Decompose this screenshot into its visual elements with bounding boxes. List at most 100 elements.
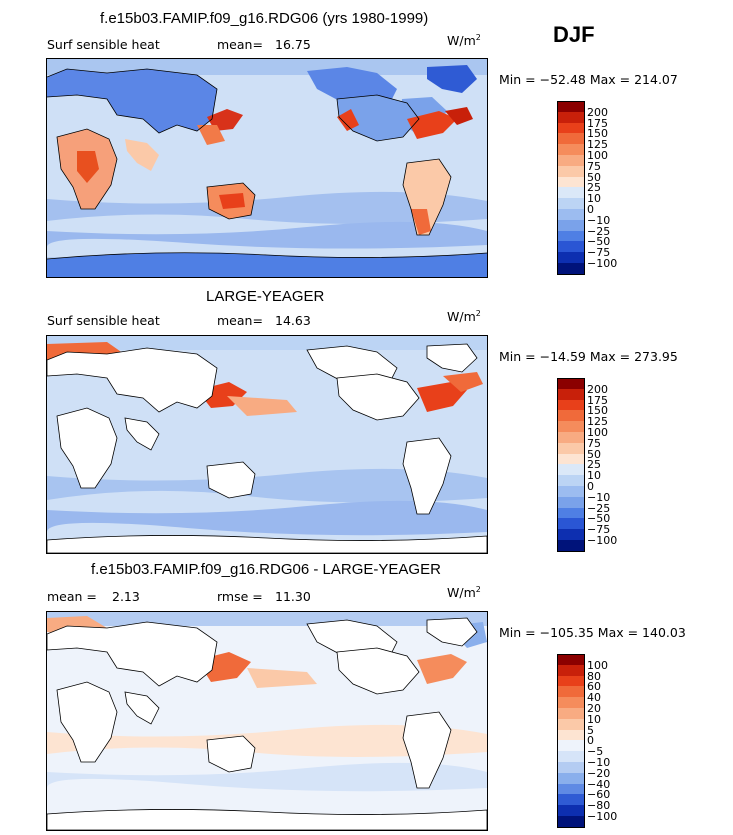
panel-1-mean-value: 16.75 xyxy=(275,37,311,52)
colorbar-label: −80 xyxy=(587,799,611,813)
colorbar-swatch xyxy=(557,122,585,134)
colorbar-label: 80 xyxy=(587,669,601,683)
panel-2-mean-value: 14.63 xyxy=(275,313,311,328)
colorbar-swatch xyxy=(557,697,585,708)
colorbar-swatch xyxy=(557,241,585,253)
colorbar-label: −50 xyxy=(587,512,611,526)
colorbar-swatch xyxy=(557,252,585,263)
panel-3-mean-label: mean = xyxy=(47,589,97,604)
colorbar-swatch xyxy=(557,507,585,519)
colorbar-label: 100 xyxy=(587,426,608,439)
colorbar-swatch xyxy=(557,410,585,422)
colorbar-label: −25 xyxy=(587,501,611,515)
colorbar-label: 40 xyxy=(587,691,601,705)
panel-1-title: f.e15b03.FAMIP.f09_g16.RDG06 (yrs 1980-1… xyxy=(100,10,429,27)
colorbar-label: 175 xyxy=(587,393,608,407)
colorbar-label: 100 xyxy=(587,658,608,672)
colorbar-label: 100 xyxy=(587,149,608,162)
colorbar-swatch xyxy=(557,772,585,784)
colorbar-swatch xyxy=(557,388,585,400)
colorbar-label: 200 xyxy=(587,382,608,396)
colorbar-label: −40 xyxy=(587,777,611,791)
colorbar-swatch xyxy=(557,133,585,145)
colorbar-label: 75 xyxy=(587,436,601,450)
panel-2-mean-label: mean= xyxy=(217,313,263,328)
colorbar-swatch xyxy=(557,518,585,530)
colorbar-label: −75 xyxy=(587,246,611,260)
colorbar-label: 10 xyxy=(587,469,601,483)
panel-3-map xyxy=(46,611,488,831)
colorbar-swatch xyxy=(557,187,585,199)
colorbar-swatch xyxy=(557,805,585,816)
colorbar-swatch xyxy=(557,263,585,275)
colorbar-swatch xyxy=(557,496,585,508)
colorbar-label: −50 xyxy=(587,235,611,249)
colorbar-label: −10 xyxy=(587,756,611,769)
colorbar-swatch xyxy=(557,740,585,752)
colorbar-label: 0 xyxy=(587,203,594,216)
season-label: DJF xyxy=(553,22,595,47)
panel-3-units: W/m2 xyxy=(447,585,481,601)
colorbar-label: −60 xyxy=(587,788,611,802)
panel-1-map xyxy=(46,58,488,278)
colorbar-swatch xyxy=(557,729,585,741)
colorbar-label: 10 xyxy=(587,712,601,726)
colorbar-label: −10 xyxy=(587,213,611,227)
colorbar-label: −20 xyxy=(587,766,611,780)
colorbar-label: −100 xyxy=(587,257,618,270)
panel-1-variable: Surf sensible heat xyxy=(47,37,160,52)
colorbar-label: 200 xyxy=(587,105,608,119)
panel-1-minmax: Min = −52.48 Max = 214.07 xyxy=(499,72,678,87)
colorbar-swatch xyxy=(557,464,585,476)
colorbar-swatch xyxy=(557,794,585,806)
colorbar-swatch xyxy=(557,751,585,762)
panel-1-units: W/m2 xyxy=(447,33,481,49)
panel-2-title: LARGE-YEAGER xyxy=(206,288,325,305)
panel-2-units: W/m2 xyxy=(447,309,481,325)
colorbar-swatch xyxy=(557,111,585,123)
colorbar-label: 10 xyxy=(587,192,601,206)
colorbar-label: 50 xyxy=(587,170,601,184)
colorbar-label: −100 xyxy=(587,810,618,823)
colorbar-swatch xyxy=(557,378,585,390)
colorbar-swatch xyxy=(557,230,585,242)
colorbar-swatch xyxy=(557,155,585,166)
colorbar-swatch xyxy=(557,219,585,231)
colorbar-swatch xyxy=(557,718,585,730)
colorbar-label: 20 xyxy=(587,702,601,715)
panel-3-mean-value: 2.13 xyxy=(112,589,140,604)
colorbar-swatch xyxy=(557,442,585,454)
colorbar-swatch xyxy=(557,453,585,465)
colorbar-label: 175 xyxy=(587,116,608,130)
colorbar-swatch xyxy=(557,432,585,443)
colorbar-label: 25 xyxy=(587,181,601,195)
colorbar-swatch xyxy=(557,101,585,113)
colorbar-swatch xyxy=(557,654,585,666)
colorbar-swatch xyxy=(557,529,585,540)
panel-3-rmse-value: 11.30 xyxy=(275,589,311,604)
colorbar-swatch xyxy=(557,783,585,795)
panel-2-minmax: Min = −14.59 Max = 273.95 xyxy=(499,349,678,364)
colorbar-label: 125 xyxy=(587,415,608,429)
colorbar-swatch xyxy=(557,540,585,552)
colorbar-label: 125 xyxy=(587,138,608,152)
colorbar-swatch xyxy=(557,198,585,209)
colorbar-swatch xyxy=(557,144,585,155)
colorbar-swatch xyxy=(557,486,585,497)
colorbar-swatch xyxy=(557,675,585,687)
colorbar-label: −5 xyxy=(587,745,604,759)
colorbar-label: 50 xyxy=(587,447,601,461)
colorbar-swatch xyxy=(557,762,585,773)
colorbar-swatch xyxy=(557,664,585,676)
colorbar-label: 75 xyxy=(587,159,601,173)
panel-3-rmse-label: rmse = xyxy=(217,589,263,604)
panel-1-mean-label: mean= xyxy=(217,37,263,52)
colorbar-label: −100 xyxy=(587,534,618,547)
colorbar-label: 25 xyxy=(587,458,601,472)
colorbar-swatch xyxy=(557,176,585,188)
panel-2-variable: Surf sensible heat xyxy=(47,313,160,328)
colorbar-label: 5 xyxy=(587,723,594,737)
colorbar-swatch xyxy=(557,421,585,432)
colorbar-swatch xyxy=(557,708,585,719)
colorbar-label: −25 xyxy=(587,224,611,238)
